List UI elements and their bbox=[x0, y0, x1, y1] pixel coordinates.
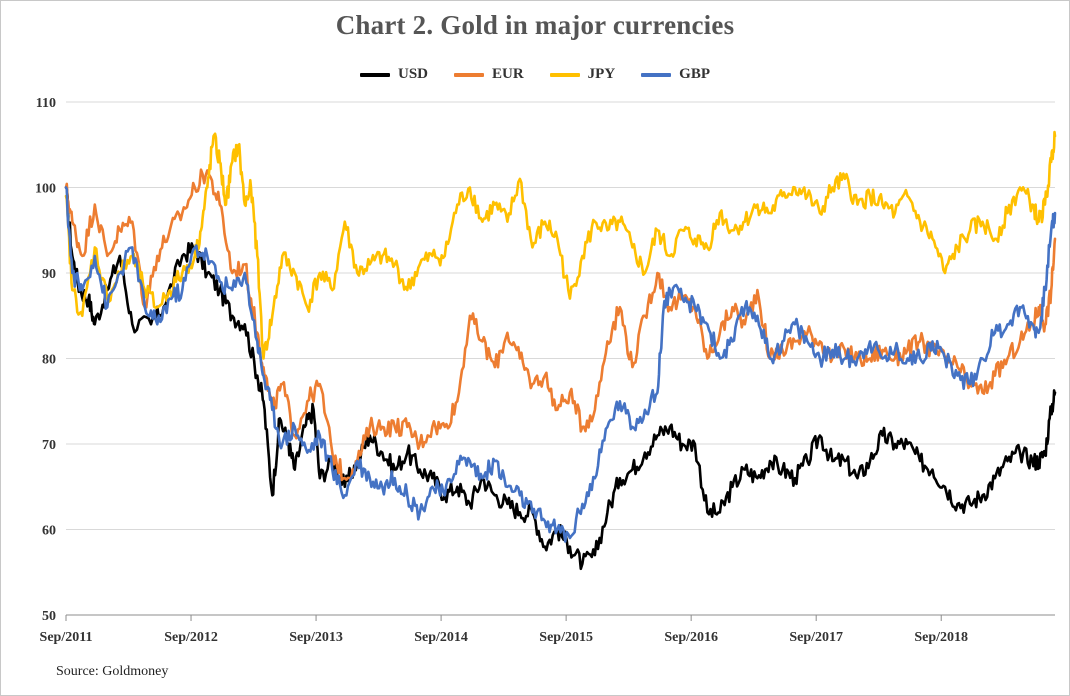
y-tick-label-60: 60 bbox=[42, 524, 56, 539]
legend-item-gbp: GBP bbox=[641, 66, 710, 83]
y-tick-label-110: 110 bbox=[36, 96, 56, 111]
chart-title: Chart 2. Gold in major currencies bbox=[335, 10, 735, 40]
x-tick-label-6: Sep/2017 bbox=[789, 630, 843, 645]
x-tick-label-5: Sep/2016 bbox=[664, 630, 718, 645]
x-tick-label-4: Sep/2015 bbox=[539, 630, 593, 645]
y-tick-label-90: 90 bbox=[42, 267, 56, 282]
x-tick-label-7: Sep/2018 bbox=[914, 630, 968, 645]
y-tick-label-50: 50 bbox=[42, 609, 56, 624]
source-note: Source: Goldmoney bbox=[56, 664, 169, 679]
legend-label-eur: EUR bbox=[492, 66, 524, 82]
legend-swatch-eur bbox=[454, 72, 484, 77]
y-tick-label-80: 80 bbox=[42, 353, 56, 368]
legend-label-usd: USD bbox=[397, 66, 428, 82]
legend-swatch-gbp bbox=[641, 72, 672, 77]
series-line-gbp bbox=[64, 186, 1057, 543]
legend-label-gbp: GBP bbox=[679, 66, 711, 82]
x-tick-label-1: Sep/2012 bbox=[164, 630, 218, 645]
series-line-eur bbox=[64, 168, 1057, 482]
legend-swatch-jpy bbox=[549, 72, 580, 77]
legend-item-eur: EUR bbox=[454, 66, 524, 83]
x-tick-label-0: Sep/2011 bbox=[40, 630, 93, 645]
legend-item-usd: USD bbox=[359, 66, 428, 83]
chart-legend: USD EUR JPY GBP bbox=[0, 66, 1070, 83]
series-line-jpy bbox=[64, 130, 1057, 360]
legend-item-jpy: JPY bbox=[549, 66, 616, 83]
y-tick-label-100: 100 bbox=[35, 182, 56, 197]
y-tick-label-70: 70 bbox=[42, 438, 56, 453]
x-tick-label-3: Sep/2014 bbox=[414, 630, 468, 645]
x-tick-label-2: Sep/2013 bbox=[289, 630, 343, 645]
legend-label-jpy: JPY bbox=[587, 66, 616, 82]
legend-swatch-usd bbox=[359, 72, 390, 77]
series-line-usd bbox=[64, 186, 1057, 571]
